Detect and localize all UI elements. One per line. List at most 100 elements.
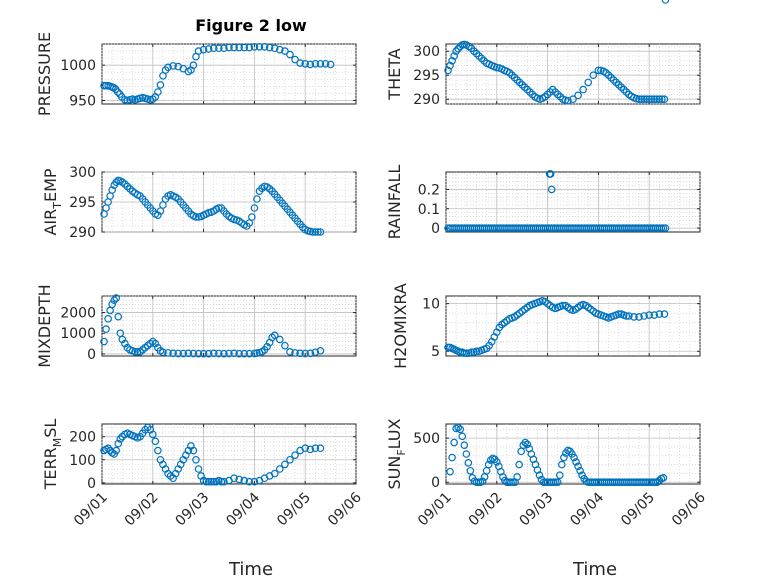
data-point — [553, 478, 562, 487]
data-point — [255, 43, 264, 51]
y-tick-label: 500 — [413, 431, 440, 447]
data-point — [450, 438, 458, 447]
y-tick-label: 0 — [431, 221, 440, 237]
data-point — [316, 59, 325, 68]
data-point — [154, 446, 162, 455]
data-point — [291, 349, 299, 357]
x-tick-label: 09/06 — [669, 489, 709, 529]
data-point — [306, 60, 315, 69]
data-point — [316, 444, 325, 453]
data-point — [159, 348, 167, 357]
data-point — [114, 312, 123, 321]
data-point — [466, 466, 475, 475]
data-point — [225, 43, 233, 52]
data-point — [462, 349, 471, 357]
data-point — [456, 425, 465, 434]
data-point — [450, 52, 458, 60]
tick-marks-sun_flux — [445, 424, 701, 484]
y-label-rest: EMP — [41, 168, 60, 202]
x-tick-label: 09/05 — [274, 490, 314, 530]
y-tick-label: 290 — [413, 92, 440, 108]
data-point — [647, 95, 656, 104]
data-point — [296, 59, 304, 67]
data-point — [559, 301, 567, 310]
y-tick-label: 300 — [69, 165, 96, 181]
data-point — [199, 45, 208, 54]
data-point — [209, 44, 218, 53]
data-point — [194, 349, 203, 358]
y-tick-label: 0.2 — [418, 182, 440, 198]
data-point — [622, 312, 631, 320]
data-point — [184, 349, 193, 358]
data-point — [630, 313, 638, 321]
y-tick-label: 290 — [69, 225, 96, 241]
data-point — [189, 349, 198, 358]
data-point — [311, 59, 320, 68]
data-point — [291, 451, 299, 459]
x-tick-label: 09/03 — [173, 490, 213, 530]
series-rainfall — [444, 170, 670, 232]
data-point — [645, 311, 654, 319]
data-point — [235, 349, 243, 358]
data-point — [110, 296, 118, 304]
data-point — [204, 45, 213, 53]
data-point — [215, 44, 223, 53]
subplot-theta: 290 295 300 THETA — [385, 40, 701, 108]
data-point — [454, 423, 462, 432]
data-point — [291, 55, 299, 64]
data-point — [202, 477, 210, 486]
data-point — [194, 47, 203, 55]
data-point — [220, 44, 228, 53]
data-point — [253, 195, 261, 203]
data-point — [260, 43, 269, 51]
data-point — [199, 349, 208, 358]
data-point — [569, 95, 577, 104]
data-point — [114, 439, 123, 448]
data-point — [521, 438, 530, 447]
data-point — [108, 300, 116, 309]
series-sun_flux — [446, 0, 670, 487]
x-tick-label: 09/05 — [618, 490, 658, 530]
data-point — [637, 95, 646, 104]
data-point — [169, 349, 177, 358]
data-point — [192, 213, 200, 221]
data-point — [102, 325, 110, 333]
data-point — [650, 95, 659, 104]
data-point — [248, 213, 256, 221]
data-point — [655, 95, 664, 104]
y-tick-label: 0.1 — [418, 202, 440, 218]
data-point — [301, 59, 310, 68]
data-point — [108, 186, 116, 194]
data-point — [448, 56, 456, 65]
data-point — [230, 43, 238, 52]
y-tick-label: 0 — [87, 347, 96, 363]
data-point — [452, 47, 460, 56]
major-grid-terr_msl — [102, 424, 356, 484]
data-point — [230, 474, 238, 483]
data-point — [640, 95, 648, 104]
y-label-subscript: M — [51, 438, 64, 448]
data-point — [589, 71, 598, 80]
data-point — [281, 47, 289, 55]
data-point — [462, 450, 471, 458]
tick-marks-pressure — [101, 44, 357, 104]
data-point — [286, 348, 294, 356]
data-point — [660, 95, 669, 104]
data-point — [484, 460, 493, 469]
data-point — [640, 312, 648, 320]
y-tick-label: 200 — [69, 430, 96, 446]
data-point — [151, 437, 160, 446]
y-axis-label-h2omixra: H2OMIXRA — [391, 283, 410, 369]
data-point — [661, 0, 670, 4]
y-tick-label: 295 — [69, 195, 96, 211]
data-point — [311, 348, 320, 357]
data-point — [192, 455, 200, 464]
data-point — [207, 477, 216, 486]
y-tick-label: 1000 — [60, 326, 96, 342]
data-point — [250, 43, 259, 51]
x-tick-label: 09/06 — [325, 489, 365, 529]
x-axis-label-right: Time — [572, 559, 617, 580]
y-axis-label-pressure: PRESSURE — [35, 32, 54, 116]
data-point — [316, 228, 325, 236]
major-grid-h2omixra — [446, 296, 700, 356]
